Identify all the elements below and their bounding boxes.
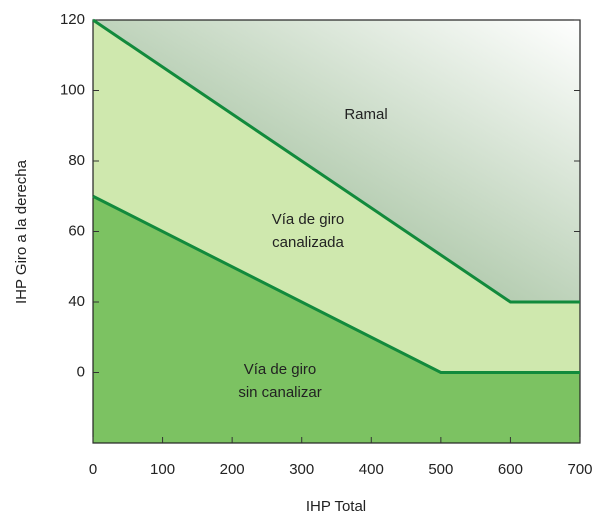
y-axis-label: IHP Giro a la derecha — [13, 159, 30, 304]
x-tick-label: 100 — [150, 461, 175, 478]
x-axis-label: IHP Total — [306, 498, 366, 515]
x-tick-label: 700 — [567, 461, 592, 478]
region-label: Vía de giro — [272, 211, 345, 228]
line — [92, 18, 580, 304]
x-tick-label: 200 — [220, 461, 245, 478]
y-tick-label: 60 — [68, 222, 85, 239]
region-label: sin canalizar — [238, 384, 321, 401]
area-above — [93, 20, 580, 302]
region-label: canalizada — [272, 234, 344, 251]
x-tick-label: 600 — [498, 461, 523, 478]
x-tick-label: 0 — [89, 461, 97, 478]
area-between — [93, 20, 580, 373]
x-tick-label: 500 — [428, 461, 453, 478]
y-tick-label: 100 — [60, 81, 85, 98]
region-label: Vía de giro — [244, 361, 317, 378]
y-tick-label: 40 — [68, 293, 85, 310]
y-tick-label: 0 — [77, 363, 85, 380]
y-tick-label: 80 — [68, 152, 85, 169]
region-label: Ramal — [344, 106, 387, 123]
y-tick-label: 120 — [60, 11, 85, 28]
x-tick-label: 400 — [359, 461, 384, 478]
x-tick-label: 300 — [289, 461, 314, 478]
line — [92, 194, 580, 374]
